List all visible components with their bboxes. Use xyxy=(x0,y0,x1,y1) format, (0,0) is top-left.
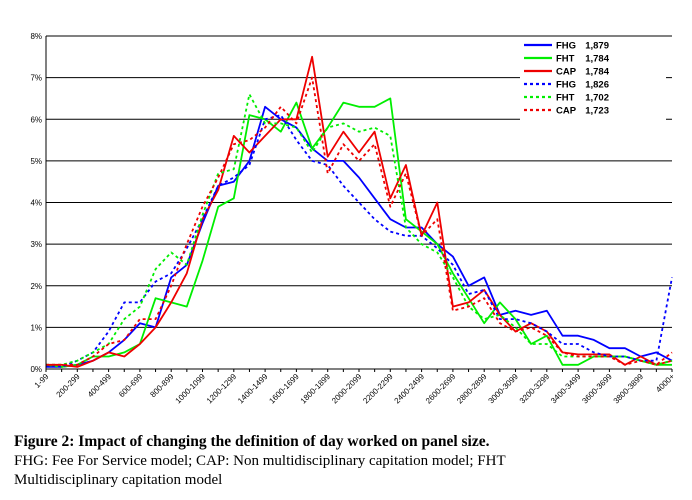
gridlines xyxy=(46,35,672,370)
x-tick-label: 2400-2499 xyxy=(393,372,427,406)
x-tick-label: 400-499 xyxy=(86,372,114,400)
x-tick-label: 3800-3899 xyxy=(612,372,646,406)
legend-value: 1,879 xyxy=(585,41,609,52)
data-series xyxy=(45,55,673,368)
x-tick-label: 4000+ xyxy=(654,372,676,394)
legend-value: 1,784 xyxy=(585,67,609,78)
legend-label: FHG xyxy=(556,41,576,52)
y-tick-label: 5% xyxy=(30,157,42,166)
x-tick-label: 2000-2099 xyxy=(330,372,364,406)
legend-label: FHG xyxy=(556,80,576,91)
x-axis-ticks: 1-99 200-299 400-499 600-699 800-8991000-109… xyxy=(33,369,677,405)
y-tick-label: 7% xyxy=(30,74,42,83)
caption-line-2: Multidisciplinary capitation model xyxy=(14,472,223,488)
legend-label: CAP xyxy=(556,106,577,117)
x-tick-label: 1000-1099 xyxy=(173,372,207,406)
x-tick-label: 1800-1899 xyxy=(299,372,333,406)
figure-caption: Figure 2: Impact of changing the definit… xyxy=(14,432,684,490)
x-tick-label: 2800-2899 xyxy=(455,372,489,406)
series-line-fht-solid xyxy=(45,97,672,368)
x-tick-label: 800-899 xyxy=(148,372,176,400)
x-tick-label: 3000-3099 xyxy=(486,372,520,406)
x-tick-label: 1200-1299 xyxy=(205,372,239,406)
y-tick-label: 4% xyxy=(30,199,42,208)
x-tick-label: 2200-2299 xyxy=(361,372,395,406)
legend-value: 1,702 xyxy=(585,93,609,104)
legend-box xyxy=(520,40,666,120)
x-tick-label: 1600-1699 xyxy=(267,372,301,406)
line-chart: 0% 1% 2% 3% 4% 5% 6% 7% 8% 1-99 200-299 400-499 600… xyxy=(30,32,677,405)
y-tick-label: 2% xyxy=(30,282,42,291)
series-line-cap-dashed xyxy=(46,76,673,366)
x-tick-label: 2600-2699 xyxy=(424,372,458,406)
y-axis-ticks: 0% 1% 2% 3% 4% 5% 6% 7% 8% xyxy=(30,32,42,374)
legend-value: 1,723 xyxy=(585,106,609,117)
x-tick-label: 600-699 xyxy=(117,372,145,400)
y-tick-label: 0% xyxy=(30,365,42,374)
legend-label: FHT xyxy=(556,93,575,104)
y-tick-label: 3% xyxy=(30,240,42,249)
y-tick-label: 1% xyxy=(30,323,42,332)
caption-line-1: FHG: Fee For Service model; CAP: Non mul… xyxy=(14,453,506,469)
y-tick-label: 8% xyxy=(30,32,42,41)
x-tick-label: 1400-1499 xyxy=(236,372,270,406)
legend-value: 1,826 xyxy=(585,80,609,91)
legend: FHG 1,879 FHT 1,784 CAP 1,784 FHG 1,826 FHT 1,702… xyxy=(520,40,666,120)
x-tick-label: 200-299 xyxy=(55,372,83,400)
axes xyxy=(45,36,672,370)
x-tick-label: 3400-3499 xyxy=(549,372,583,406)
x-tick-label: 1-99 xyxy=(33,372,51,390)
legend-label: FHT xyxy=(556,54,575,65)
y-tick-label: 6% xyxy=(30,115,42,124)
series-line-fht-dashed xyxy=(46,93,673,366)
caption-title: Figure 2: Impact of changing the definit… xyxy=(14,433,490,450)
series-line-fhg-solid xyxy=(46,105,673,368)
x-tick-label: 3600-3699 xyxy=(580,372,614,406)
x-tick-label: 3200-3299 xyxy=(518,372,552,406)
legend-value: 1,784 xyxy=(585,54,609,65)
legend-label: CAP xyxy=(556,67,577,78)
